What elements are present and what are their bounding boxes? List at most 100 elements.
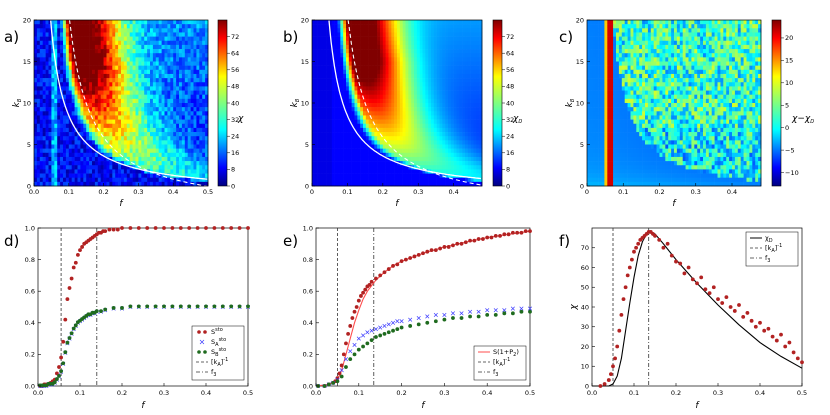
heatmap-cell <box>436 181 440 187</box>
heatmap-cell <box>86 103 90 108</box>
heatmap-cell <box>422 28 426 33</box>
heatmap-cell <box>411 119 415 125</box>
heatmap-cell <box>176 65 180 71</box>
heatmap-cell <box>48 103 52 108</box>
heatmap-cell <box>433 173 437 178</box>
heatmap-cell <box>439 61 443 66</box>
heatmap-cell <box>89 136 93 141</box>
heatmap-cell <box>405 152 409 158</box>
heatmap-cell <box>343 28 347 33</box>
heatmap-cell <box>54 28 58 33</box>
heatmap-cell <box>397 98 401 104</box>
heatmap-cell <box>179 177 183 183</box>
heatmap-cell <box>179 69 183 75</box>
heatmap-cell <box>414 28 418 33</box>
heatmap-cell <box>155 40 159 46</box>
heatmap-cell <box>132 148 136 154</box>
heatmap-cell <box>425 40 429 46</box>
heatmap-cell <box>94 169 99 174</box>
heatmap-cell <box>385 28 389 33</box>
heatmap-cell <box>202 152 206 158</box>
heatmap-cell <box>112 127 116 133</box>
heatmap-cell <box>476 132 480 137</box>
y-tick-label: 15 <box>23 58 31 66</box>
heatmap-cell <box>89 98 93 104</box>
heatmap-cell <box>184 90 188 95</box>
heatmap-cell <box>164 115 168 120</box>
heatmap-cell <box>161 78 165 83</box>
heatmap-cell <box>126 136 130 141</box>
heatmap-cell <box>138 20 142 25</box>
heatmap-cell <box>176 119 180 125</box>
heatmap-cell <box>199 49 203 54</box>
heatmap-cell <box>448 49 452 54</box>
heatmap-cell <box>354 161 358 166</box>
heatmap-cell <box>48 57 52 62</box>
heatmap-cell <box>331 169 335 174</box>
heatmap-cell <box>348 127 352 133</box>
heatmap-cell <box>357 40 361 46</box>
heatmap-cell <box>351 103 355 108</box>
heatmap-cell <box>385 57 389 62</box>
heatmap-cell <box>57 140 61 145</box>
heatmap-cell <box>83 165 87 170</box>
heatmap-cell <box>428 123 432 129</box>
heatmap-cell <box>179 78 183 83</box>
heatmap-cell <box>86 32 90 37</box>
heatmap-cell <box>60 103 64 108</box>
heatmap-cell <box>170 127 174 133</box>
heatmap-cell <box>402 181 406 187</box>
heatmap-cell <box>448 169 452 174</box>
heatmap-cell <box>184 44 188 50</box>
heatmap-cell <box>671 20 675 25</box>
heatmap-cell <box>422 173 426 178</box>
heatmap-cell <box>312 20 316 25</box>
heatmap-cell <box>83 98 87 104</box>
heatmap-cell <box>97 115 101 120</box>
heatmap-cell <box>202 82 206 87</box>
heatmap-cell <box>380 90 384 95</box>
heatmap-cell <box>450 20 454 25</box>
heatmap-cell <box>138 115 142 120</box>
heatmap-cell <box>89 94 93 100</box>
heatmap-cell <box>317 82 321 87</box>
heatmap-cell <box>63 94 67 100</box>
heatmap-cell <box>109 181 113 187</box>
heatmap-cell <box>54 173 58 178</box>
heatmap-cell <box>141 103 145 108</box>
heatmap-cell <box>388 140 392 145</box>
heatmap-cell <box>399 44 403 50</box>
heatmap-cell <box>92 156 96 162</box>
heatmap-cell <box>184 140 188 145</box>
heatmap-cell <box>199 123 203 129</box>
heatmap-cell <box>312 127 316 133</box>
heatmap-cell <box>479 49 483 54</box>
heatmap-cell <box>161 40 165 46</box>
heatmap-cell <box>65 181 70 187</box>
heatmap-cell <box>431 32 435 37</box>
heatmap-cell <box>450 115 454 120</box>
heatmap-cell <box>365 57 369 62</box>
heatmap-cell <box>397 177 401 183</box>
heatmap-cell <box>48 144 52 149</box>
heatmap-cell <box>57 65 61 71</box>
heatmap-cell <box>382 65 386 71</box>
heatmap-cell <box>80 169 84 174</box>
heatmap-cell <box>118 177 122 183</box>
heatmap-cell <box>436 53 440 58</box>
heatmap-cell <box>199 173 203 178</box>
heatmap-cell <box>343 44 347 50</box>
heatmap-cell <box>63 156 67 162</box>
heatmap-cell <box>184 53 188 58</box>
heatmap-cell <box>45 98 49 104</box>
heatmap-cell <box>92 177 96 183</box>
heatmap-cell <box>202 40 206 46</box>
heatmap-cell <box>329 69 333 75</box>
heatmap-cell <box>422 69 426 75</box>
heatmap-cell <box>357 44 361 50</box>
heatmap-cell <box>54 181 58 187</box>
heatmap-cell <box>382 53 386 58</box>
heatmap-cell <box>312 107 316 112</box>
heatmap-cell <box>152 78 157 83</box>
heatmap-cell <box>86 40 90 46</box>
